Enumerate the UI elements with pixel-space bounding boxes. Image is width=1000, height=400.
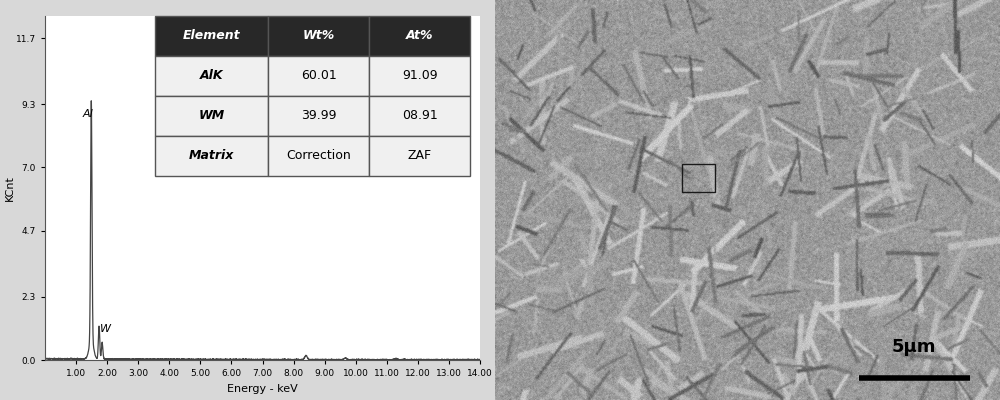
Text: 91.09: 91.09 (402, 70, 437, 82)
FancyBboxPatch shape (369, 56, 470, 96)
Text: Correction: Correction (286, 150, 351, 162)
Text: Element: Element (183, 30, 241, 42)
FancyBboxPatch shape (369, 96, 470, 136)
Text: WM: WM (199, 110, 225, 122)
Text: W: W (100, 324, 111, 334)
FancyBboxPatch shape (155, 16, 268, 56)
FancyBboxPatch shape (268, 16, 369, 56)
FancyBboxPatch shape (268, 136, 369, 176)
FancyBboxPatch shape (369, 16, 470, 56)
X-axis label: Energy - keV: Energy - keV (227, 384, 298, 394)
FancyBboxPatch shape (155, 96, 268, 136)
Y-axis label: KCnt: KCnt (4, 175, 14, 201)
Text: Al: Al (82, 109, 93, 119)
Text: Matrix: Matrix (189, 150, 234, 162)
Text: AlK: AlK (200, 70, 223, 82)
FancyBboxPatch shape (369, 136, 470, 176)
Text: 60.01: 60.01 (301, 70, 337, 82)
Text: ZAF: ZAF (408, 150, 432, 162)
Text: At%: At% (406, 30, 433, 42)
Bar (682, 164, 715, 192)
Text: 5μm: 5μm (892, 338, 936, 356)
FancyBboxPatch shape (155, 56, 268, 96)
Text: 39.99: 39.99 (301, 110, 337, 122)
FancyBboxPatch shape (155, 136, 268, 176)
Text: 08.91: 08.91 (402, 110, 437, 122)
FancyBboxPatch shape (268, 56, 369, 96)
Text: Wt%: Wt% (303, 30, 335, 42)
FancyBboxPatch shape (268, 96, 369, 136)
